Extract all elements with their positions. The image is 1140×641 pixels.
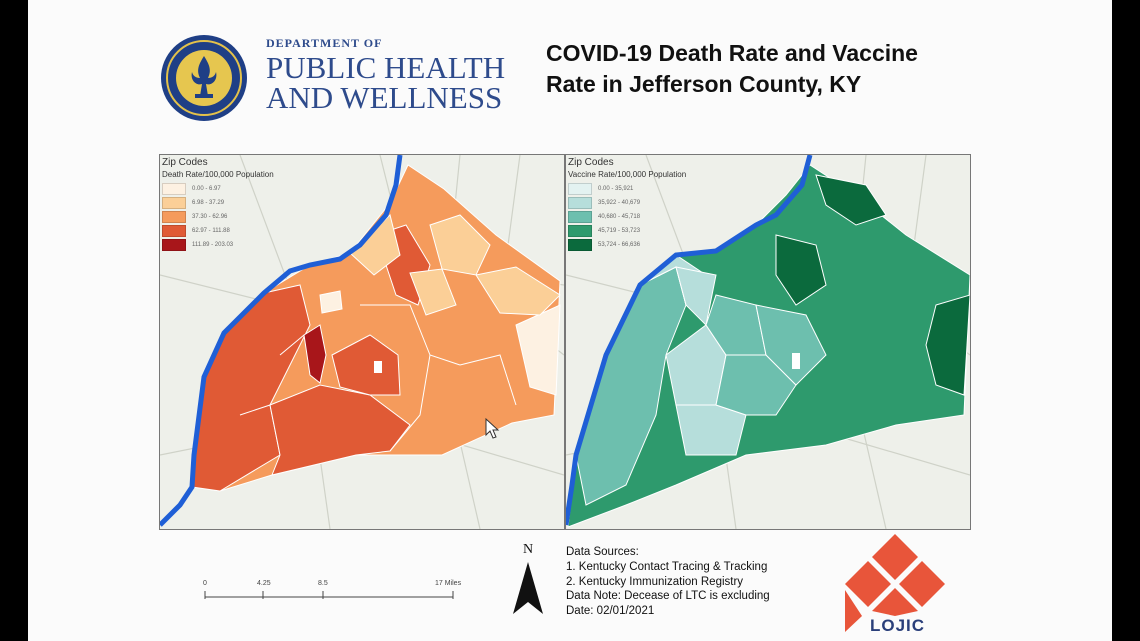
sources-line: 1. Kentucky Contact Tracing & Tracking xyxy=(566,560,768,573)
department-name: DEPARTMENT OF PUBLIC HEALTH AND WELLNESS xyxy=(266,36,505,113)
vaccine-rate-map: Zip Codes Vaccine Rate/100,000 Populatio… xyxy=(565,154,971,530)
dept-line-2: PUBLIC HEALTH xyxy=(266,50,506,85)
lojic-label: LOJIC xyxy=(870,616,926,635)
death-legend-label: 0.00 - 6.97 xyxy=(192,186,221,192)
scale-bar: 0 4.25 8.5 17 Miles xyxy=(203,580,462,599)
dept-line-1: DEPARTMENT OF xyxy=(266,36,383,50)
vaccine-legend-label: 35,922 - 40,679 xyxy=(598,200,641,206)
north-label: N xyxy=(522,542,534,557)
vaccine-legend-label: 45,719 - 53,723 xyxy=(598,228,641,234)
sources-line: Date: 02/01/2021 xyxy=(566,605,655,618)
sources-line: 2. Kentucky Immunization Registry xyxy=(566,575,744,588)
scale-tick-label: 4.25 xyxy=(257,580,271,587)
ohio-river xyxy=(566,155,813,526)
slide-title: COVID-19 Death Rate and Vaccine Rate in … xyxy=(546,38,918,100)
scale-tick-label: 17 Miles xyxy=(435,580,462,587)
vaccine-legend-title: Zip Codes xyxy=(568,157,614,168)
scale-tick-label: 8.5 xyxy=(318,580,328,587)
death-rate-map: Zip Codes Death Rate/100,000 Population … xyxy=(159,154,565,530)
title-line-1: COVID-19 Death Rate and Vaccine xyxy=(546,40,918,66)
death-rate-legend: Zip Codes Death Rate/100,000 Population … xyxy=(162,157,274,252)
sources-line: Data Sources: xyxy=(566,546,639,558)
vaccine-legend-label: 53,724 - 66,636 xyxy=(598,242,641,248)
death-legend-label: 6.98 - 37.29 xyxy=(192,200,225,206)
ohio-river xyxy=(160,155,403,527)
data-sources: Data Sources: 1. Kentucky Contact Tracin… xyxy=(566,545,770,619)
title-line-2: Rate in Jefferson County, KY xyxy=(546,71,862,97)
death-legend-row: 111.89 - 203.03 xyxy=(162,238,274,252)
vaccine-rate-legend: Zip Codes Vaccine Rate/100,000 Populatio… xyxy=(568,157,686,252)
highest-death-rate-zip xyxy=(303,324,327,384)
north-arrow: N xyxy=(511,542,545,622)
death-legend-label: 111.89 - 203.03 xyxy=(192,242,234,248)
vaccine-legend-row: 45,719 - 53,723 xyxy=(568,224,686,238)
north-arrow-icon xyxy=(513,562,543,614)
vaccine-legend-row: 53,724 - 66,636 xyxy=(568,238,686,252)
death-legend-row: 37.30 - 62.96 xyxy=(162,210,274,224)
slide: DEPARTMENT OF PUBLIC HEALTH AND WELLNESS… xyxy=(28,0,1112,641)
death-legend-row: 6.98 - 37.29 xyxy=(162,196,274,210)
department-seal-logo xyxy=(161,35,247,121)
vaccine-legend-label: 40,680 - 45,718 xyxy=(598,214,641,220)
death-legend-label: 62.97 - 111.88 xyxy=(192,228,230,234)
vaccine-legend-row: 40,680 - 45,718 xyxy=(568,210,686,224)
vaccine-legend-label: 0.00 - 35,921 xyxy=(598,186,634,192)
vaccine-rate-map-canvas xyxy=(566,155,970,529)
death-legend-row: 62.97 - 111.88 xyxy=(162,224,274,238)
vaccine-legend-subtitle: Vaccine Rate/100,000 Population xyxy=(568,170,687,179)
scale-tick-label: 0 xyxy=(203,580,207,587)
vaccine-legend-row: 35,922 - 40,679 xyxy=(568,196,686,210)
death-legend-row: 0.00 - 6.97 xyxy=(162,182,274,196)
death-legend-subtitle: Death Rate/100,000 Population xyxy=(162,170,274,179)
dept-line-3: AND WELLNESS xyxy=(266,80,503,115)
sources-line: Data Note: Decease of LTC is excluding xyxy=(566,590,770,603)
death-legend-label: 37.30 - 62.96 xyxy=(192,214,228,220)
death-legend-title: Zip Codes xyxy=(162,157,208,168)
cursor-icon xyxy=(485,417,500,439)
death-rate-map-canvas xyxy=(160,155,564,529)
lojic-logo xyxy=(845,534,945,632)
vaccine-legend-row: 0.00 - 35,921 xyxy=(568,182,686,196)
